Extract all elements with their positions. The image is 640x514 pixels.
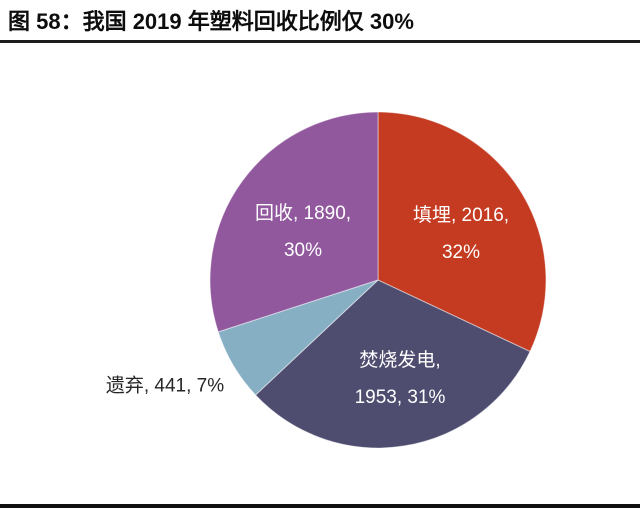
pie-label-recycled: 回收, 1890, 30% [255, 195, 351, 269]
pie-label-incineration: 焚烧发电, 1953, 31% [355, 342, 446, 416]
pie-slice-incineration [254, 279, 531, 449]
pie-label-line: 回收, 1890, [254, 203, 352, 224]
pie-label-landfill: 填埋, 2016, 32% [413, 197, 509, 271]
pie-label-line: 32% [441, 242, 481, 263]
title-rule [0, 40, 640, 43]
pie-label-line: 填埋, 2016, [412, 205, 510, 226]
pie-label-line: 1953, 31% [354, 387, 446, 408]
pie-label-line: 焚烧发电, [359, 350, 441, 371]
pie-label-line: 遗弃, 441, 7% [105, 375, 225, 397]
bottom-rule [0, 504, 640, 508]
pie-slice-landfill [377, 111, 547, 353]
pie-label-line: 30% [283, 240, 323, 261]
pie-label-discarded: 遗弃, 441, 7% [106, 368, 224, 405]
figure-title: 图 58：我国 2019 年塑料回收比例仅 30% [8, 9, 414, 34]
pie-slice-recycled [209, 111, 379, 333]
